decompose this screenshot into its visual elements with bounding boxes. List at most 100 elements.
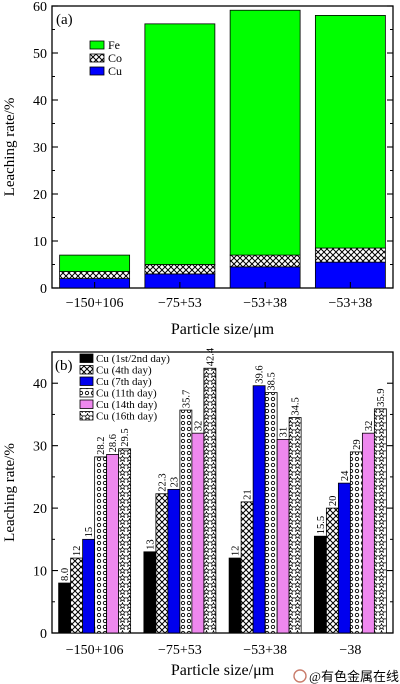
- x-tick-label: −75+53: [158, 296, 202, 311]
- legend-label: Cu (11th day): [96, 388, 157, 400]
- data-label: 29: [352, 439, 363, 450]
- data-label: 8.0: [60, 568, 71, 581]
- bar-co: [59, 271, 131, 279]
- bar: [155, 493, 169, 634]
- data-label: 39.6: [255, 365, 266, 383]
- data-label: 29.5: [120, 428, 131, 446]
- x-axis-label: Particle size/μm: [171, 662, 275, 679]
- bar-co: [229, 254, 301, 268]
- legend-swatch: [89, 66, 105, 76]
- legend-swatch: [79, 353, 94, 363]
- y-tick-label: 40: [33, 94, 47, 109]
- legend-label: Cu (4th day): [96, 365, 152, 377]
- legend-swatch: [89, 40, 105, 50]
- legend-swatch: [79, 365, 94, 375]
- data-label: 15: [84, 527, 95, 538]
- x-tick-label: −53+38: [243, 296, 287, 311]
- bar: [228, 557, 242, 634]
- bar: [167, 488, 181, 634]
- bar-fe: [314, 14, 386, 249]
- data-label: 34.5: [291, 397, 302, 415]
- legend-swatch: [79, 376, 94, 386]
- data-label: 35.9: [376, 388, 387, 406]
- data-label: 32: [364, 421, 375, 432]
- legend-label: Co: [108, 51, 122, 65]
- legend-swatch: [79, 399, 94, 409]
- watermark-text: @有色金属在线: [309, 669, 399, 684]
- y-tick-label: 10: [33, 235, 47, 250]
- bar-co: [144, 264, 216, 275]
- bar: [252, 385, 266, 634]
- data-label: 28.2: [96, 437, 107, 455]
- y-tick-label: 60: [33, 0, 47, 15]
- legend-swatch: [89, 53, 105, 63]
- x-tick-label: −150+106: [66, 296, 124, 311]
- data-label: 12: [72, 546, 83, 557]
- y-tick-label: 30: [33, 440, 47, 455]
- bar-fe: [59, 254, 131, 272]
- legend-label: Fe: [108, 38, 120, 52]
- data-label: 32: [193, 421, 204, 432]
- bar-co: [314, 247, 386, 263]
- data-label: 28.6: [108, 434, 119, 452]
- panel-label: (b): [55, 358, 73, 374]
- bar: [106, 454, 120, 634]
- x-tick-label: −150+106: [66, 643, 124, 658]
- bar: [288, 417, 302, 634]
- legend-label: Cu (7th day): [96, 376, 152, 388]
- legend-label: Cu (16th day): [96, 411, 157, 423]
- y-axis-label: Leaching rate/%: [2, 443, 18, 542]
- bar: [118, 448, 132, 634]
- bar-fe: [144, 23, 216, 265]
- panel-label: (a): [56, 12, 73, 28]
- bar: [349, 451, 363, 634]
- x-tick-label: −53+38: [243, 643, 287, 658]
- data-label: 35.7: [181, 390, 192, 408]
- bar: [203, 367, 217, 634]
- bar: [179, 409, 193, 634]
- data-label: 31: [279, 427, 290, 438]
- bar: [361, 432, 375, 634]
- data-label: 22.3: [157, 473, 168, 491]
- bar-fe: [229, 9, 301, 256]
- y-tick-label: 40: [33, 377, 47, 392]
- legend-label: Cu (14th day): [96, 399, 157, 411]
- data-label: 20: [328, 496, 339, 507]
- x-tick-label: −38: [339, 643, 361, 658]
- y-tick-label: 20: [33, 502, 47, 517]
- watermark-logo-icon: [293, 669, 307, 683]
- x-axis-label: Particle size/μm: [171, 321, 275, 338]
- bar: [337, 482, 351, 634]
- legend-label: Cu (1st/2nd day): [96, 353, 170, 365]
- data-label: 23: [169, 477, 180, 488]
- y-tick-label: 0: [40, 627, 47, 642]
- x-tick-label: −53+38: [328, 296, 372, 311]
- data-label: 42.4: [205, 347, 216, 366]
- bar: [313, 535, 327, 634]
- bar: [373, 408, 387, 634]
- x-tick-label: −75+53: [158, 643, 202, 658]
- plot-frame: [51, 351, 394, 634]
- bar: [58, 582, 72, 634]
- legend-swatch: [79, 388, 94, 398]
- data-label: 13: [145, 539, 156, 550]
- data-label: 12: [231, 546, 242, 557]
- y-tick-label: 20: [33, 188, 47, 203]
- bar: [276, 439, 290, 634]
- legend-swatch: [79, 411, 94, 421]
- bar: [264, 392, 278, 634]
- bar: [143, 551, 157, 634]
- data-label: 24: [340, 470, 351, 481]
- watermark: @有色金属在线: [293, 669, 399, 684]
- y-axis-label: Leaching rate/%: [2, 98, 18, 197]
- legend-label: Cu: [108, 64, 122, 78]
- bar: [191, 432, 205, 634]
- bar: [82, 538, 96, 634]
- y-tick-label: 0: [40, 282, 47, 297]
- data-label: 15.5: [316, 516, 327, 534]
- y-tick-label: 10: [33, 565, 47, 580]
- data-label: 38.5: [267, 372, 278, 390]
- y-tick-label: 50: [33, 47, 47, 62]
